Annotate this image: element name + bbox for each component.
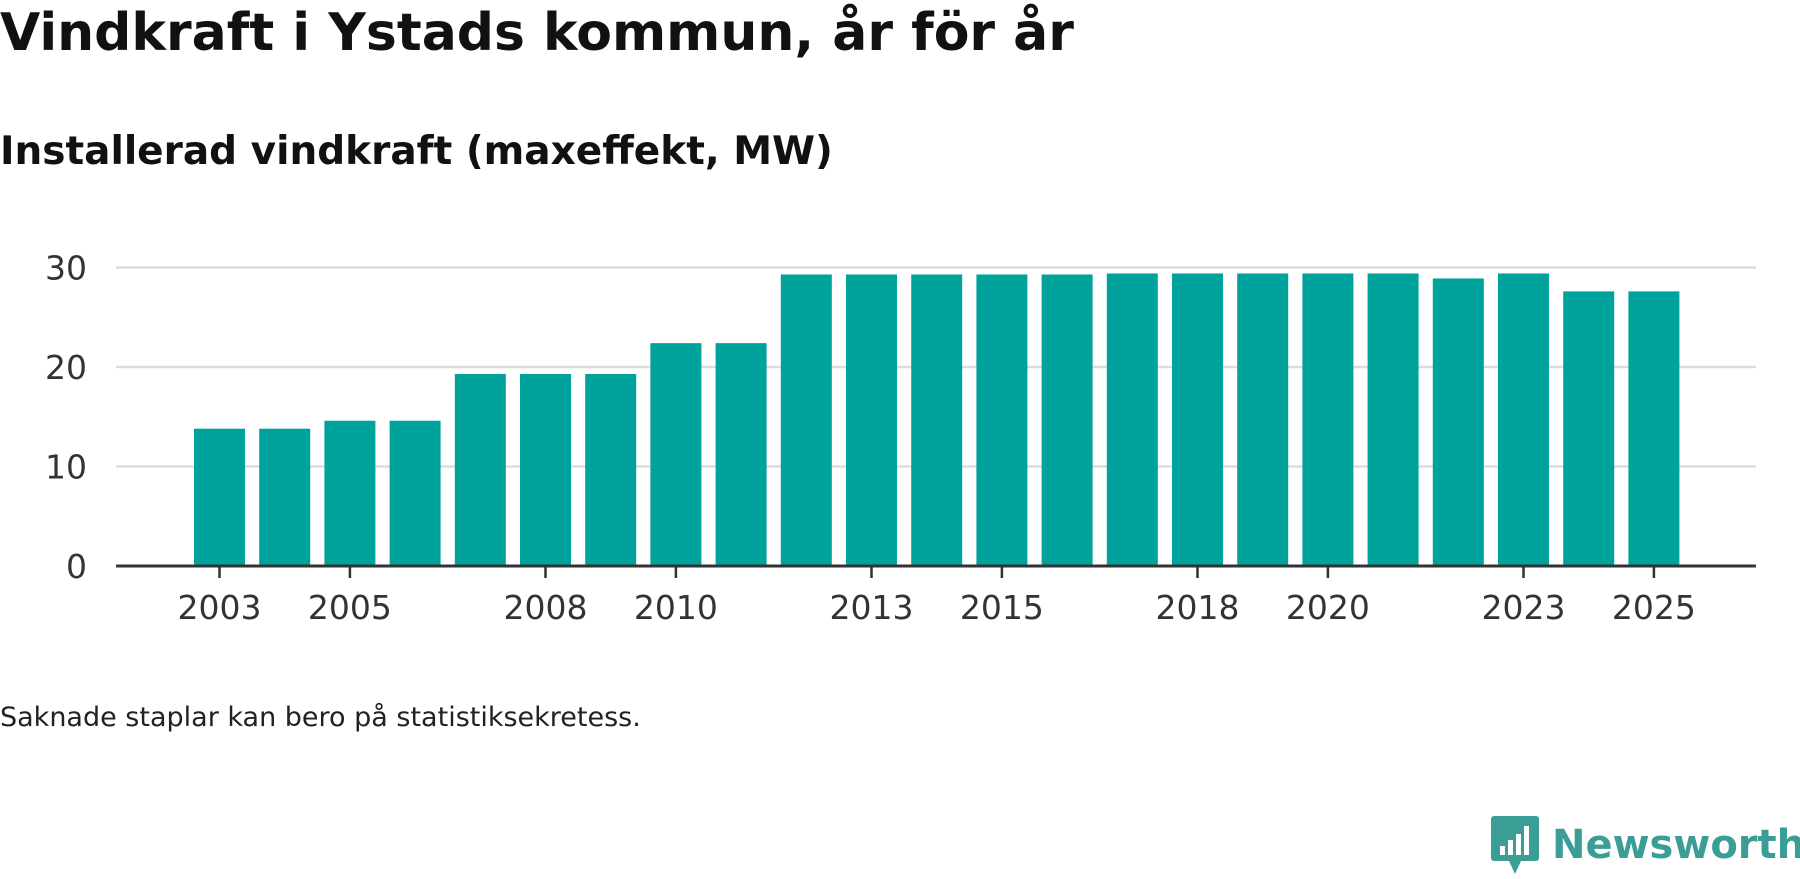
bars [194,273,1680,566]
bar-2018 [1172,273,1223,566]
x-tick-label: 2010 [634,588,718,627]
x-tick-label: 2018 [1156,588,1240,627]
bar-2016 [1041,274,1093,566]
brand-name: Newsworthy [1552,822,1800,868]
bar-2010 [650,343,702,566]
bar-2022 [1432,278,1484,566]
bar-2011 [715,343,767,566]
bar-2019 [1237,273,1289,566]
chart-subtitle: Installerad vindkraft (maxeffekt, MW) [0,129,833,174]
x-axis-ticks: 2003 2005 2008 2010 2013 2015 2018 2020 2023 2025 [178,566,1696,627]
bar-2021 [1367,273,1419,566]
bar-2012 [780,274,832,566]
x-tick-label: 2008 [504,588,588,627]
x-tick-label: 2025 [1612,588,1696,627]
bar-2007 [454,373,506,566]
x-tick-label: 2003 [178,588,262,627]
bar-2017 [1106,273,1158,566]
x-tick-label: 2023 [1482,588,1566,627]
newsworthy-brand: Newsworthy [1490,816,1800,874]
bar-2009 [585,373,637,566]
y-tick-label: 0 [66,547,87,586]
y-tick-label: 10 [45,448,87,487]
x-tick-label: 2015 [960,588,1044,627]
bar-chart-speech-bubble-icon [1491,816,1539,874]
y-axis-ticks: 0 10 20 30 [45,249,87,587]
bar-chart: 0 10 20 30 2003 2005 2008 2010 2013 2015 2018 2020… [45,249,1756,627]
bar-2006 [389,420,441,566]
bar-2005 [324,420,376,566]
x-tick-label: 2005 [308,588,392,627]
x-tick-label: 2013 [830,588,914,627]
bar-2024 [1563,291,1615,566]
chart-title: Vindkraft i Ystads kommun, år för år [0,3,1074,63]
bar-2020 [1302,273,1354,566]
bar-2015 [976,274,1028,566]
y-tick-label: 20 [45,348,87,387]
footnote: Saknade staplar kan bero på statistiksek… [0,702,641,733]
x-tick-label: 2020 [1286,588,1370,627]
bar-2014 [911,274,963,566]
bar-2025 [1628,291,1680,566]
bar-2008 [520,373,571,566]
bar-2013 [846,274,897,566]
bar-2003 [194,428,245,566]
bar-2023 [1498,273,1549,566]
bar-2004 [259,428,311,566]
y-tick-label: 30 [45,249,87,288]
